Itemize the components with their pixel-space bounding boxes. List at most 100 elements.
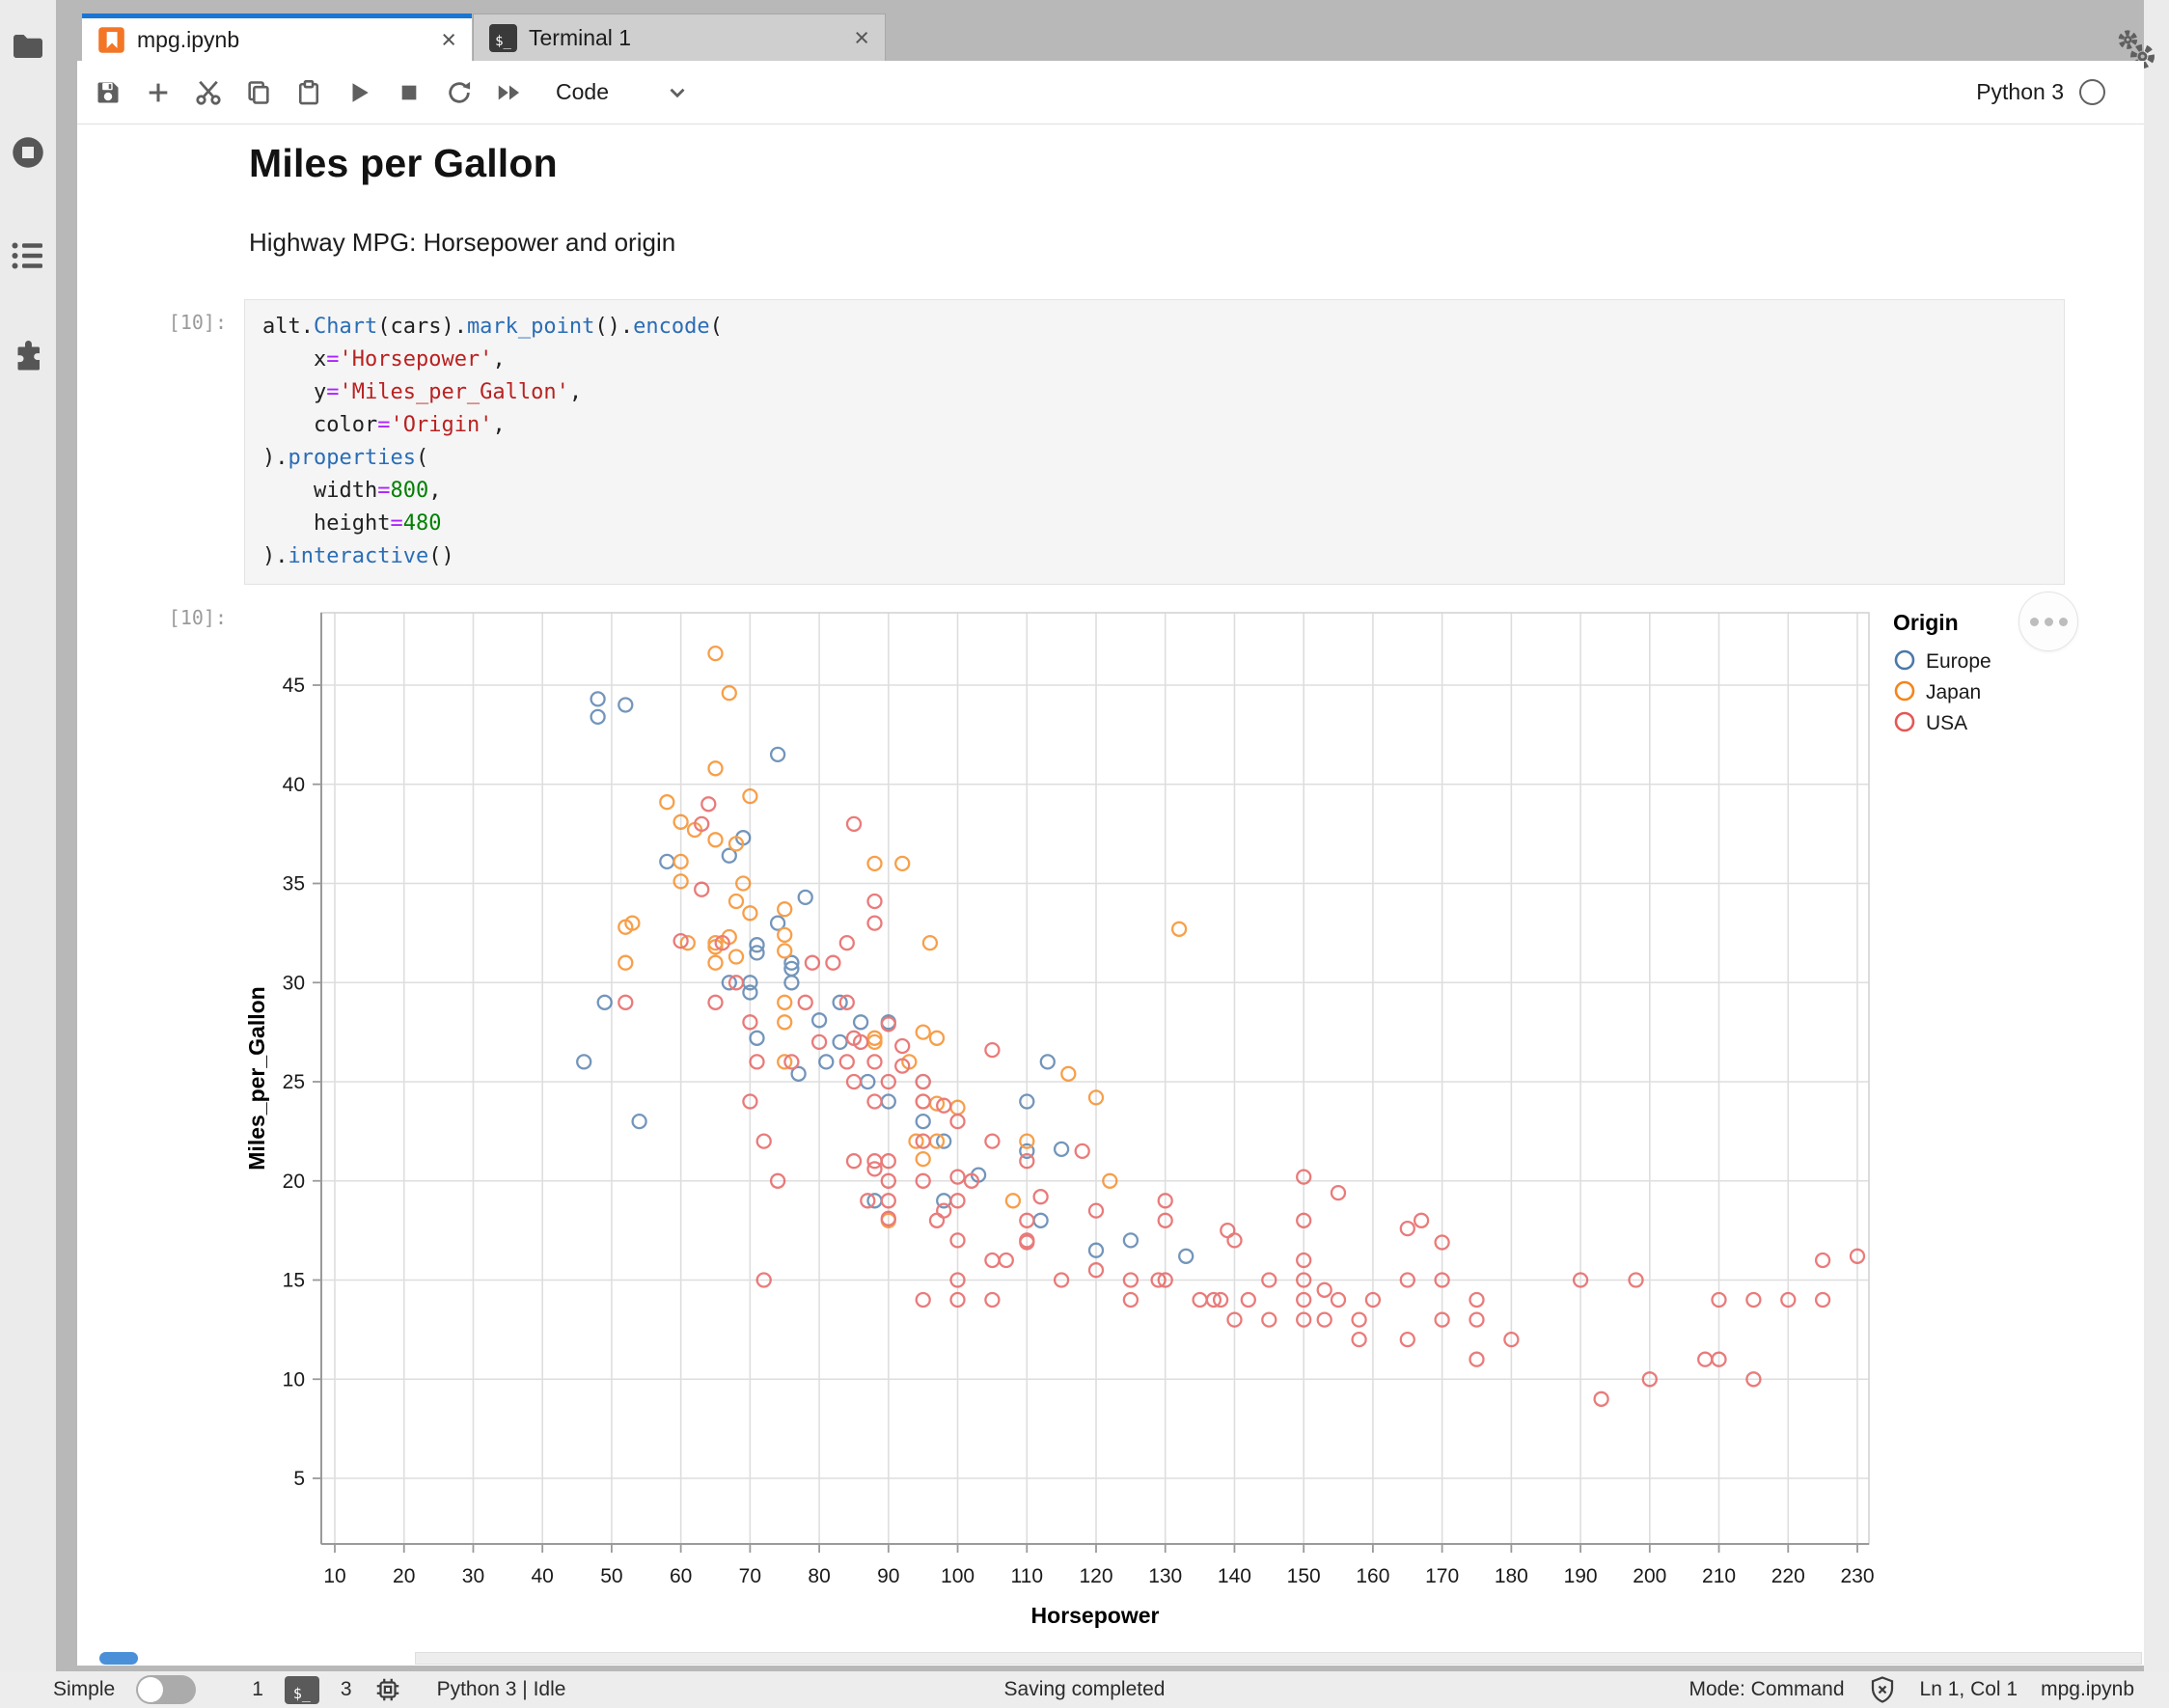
table-of-contents-icon[interactable] (11, 238, 45, 273)
svg-text:35: 35 (283, 873, 305, 895)
svg-text:30: 30 (462, 1565, 484, 1587)
scatter-plot[interactable]: 10 20 30 40 50 60 70 80 90 100 110 120 130 140 150 160 1… (241, 598, 2123, 1640)
copy-cells-button[interactable] (237, 71, 280, 114)
x-axis-title: Horsepower (1031, 1603, 1160, 1628)
chevron-down-icon (670, 88, 685, 97)
axes: 10 20 30 40 50 60 70 80 90 100 110 120 130 140 150 160 1… (283, 613, 1875, 1587)
svg-text:160: 160 (1356, 1565, 1389, 1587)
kernel-count: 3 (340, 1678, 352, 1700)
vega-actions-button[interactable] (2018, 592, 2078, 651)
svg-text:30: 30 (283, 972, 305, 994)
insert-cell-button[interactable] (137, 71, 179, 114)
legend-title: Origin (1893, 610, 1959, 635)
notebook-icon (97, 26, 125, 54)
input-prompt: [10]: (168, 311, 227, 334)
notebook-panel: Code Python 3 Miles per Gallon Highway M… (77, 61, 2144, 1666)
trust-shield-icon[interactable] (1868, 1675, 1897, 1704)
svg-text:130: 130 (1148, 1565, 1182, 1587)
tab-label: Terminal 1 (529, 24, 632, 50)
svg-text:40: 40 (532, 1565, 554, 1587)
horizontal-scrollbar[interactable] (415, 1652, 2142, 1665)
svg-text:180: 180 (1495, 1565, 1528, 1587)
interrupt-kernel-button[interactable] (388, 71, 430, 114)
svg-text:40: 40 (283, 774, 305, 796)
notebook-toolbar: Code Python 3 (77, 61, 2144, 124)
status-message: Saving completed (1003, 1678, 1166, 1700)
svg-text:45: 45 (283, 675, 305, 697)
svg-text:220: 220 (1771, 1565, 1805, 1587)
cut-cells-button[interactable] (187, 71, 230, 114)
cursor-position[interactable]: Ln 1, Col 1 (1919, 1678, 2018, 1700)
file-browser-icon[interactable] (11, 29, 45, 64)
kernel-status-icon[interactable] (2079, 79, 2105, 105)
right-sidebar-strip (2144, 0, 2169, 1671)
terminal-count: 1 (252, 1678, 263, 1700)
svg-text:140: 140 (1218, 1565, 1251, 1587)
ellipsis-icon (2029, 617, 2039, 626)
svg-text:10: 10 (283, 1368, 305, 1391)
svg-text:190: 190 (1564, 1565, 1598, 1587)
svg-text:120: 120 (1079, 1565, 1112, 1587)
simple-mode-label: Simple (53, 1678, 116, 1700)
svg-text:60: 60 (670, 1565, 692, 1587)
restart-kernel-button[interactable] (438, 71, 480, 114)
gridlines (321, 613, 1869, 1544)
output-prompt: [10]: (168, 606, 227, 629)
series-japan (618, 645, 1188, 1228)
status-bar: Saving completed Simple 1 $_ 3 Python 3 … (0, 1671, 2169, 1708)
tab-notebook[interactable]: mpg.ipynb × (82, 14, 472, 61)
filename: mpg.ipynb (2041, 1678, 2134, 1700)
y-axis-title: Miles_per_Gallon (244, 986, 269, 1170)
markdown-title: Miles per Gallon (249, 141, 558, 185)
restart-run-all-button[interactable] (488, 71, 531, 114)
mode-indicator[interactable]: Mode: Command (1689, 1678, 1845, 1700)
svg-text:5: 5 (293, 1468, 305, 1490)
svg-text:100: 100 (941, 1565, 975, 1587)
cell-type-dropdown[interactable]: Code (556, 79, 690, 105)
svg-text:90: 90 (877, 1565, 899, 1587)
left-activity-bar (0, 0, 56, 1671)
svg-text:20: 20 (393, 1565, 415, 1587)
legend-label: USA (1926, 712, 1967, 734)
close-icon[interactable]: × (854, 22, 869, 52)
svg-text:50: 50 (600, 1565, 622, 1587)
terminal-icon[interactable]: $_ (284, 1675, 319, 1704)
data-points (576, 645, 1866, 1407)
run-cell-button[interactable] (338, 71, 380, 114)
kernel-name[interactable]: Python 3 (1976, 79, 2064, 104)
cell-type-value: Code (556, 79, 609, 104)
svg-text:230: 230 (1840, 1565, 1874, 1587)
svg-text:10: 10 (323, 1565, 345, 1587)
terminal-icon: $_ (489, 23, 517, 52)
svg-text:110: 110 (1011, 1565, 1043, 1587)
code-editor[interactable]: alt.Chart(cars).mark_point().encode( x='… (262, 315, 723, 568)
svg-text:210: 210 (1702, 1565, 1736, 1587)
kernel-status-text[interactable]: Python 3 | Idle (436, 1678, 566, 1700)
code-cell[interactable]: alt.Chart(cars).mark_point().encode( x='… (244, 299, 2065, 585)
series-usa (618, 796, 1866, 1407)
paste-cells-button[interactable] (288, 71, 330, 114)
svg-text:70: 70 (739, 1565, 761, 1587)
series-europe (576, 691, 1194, 1264)
legend-symbol (1894, 680, 1915, 702)
simple-mode-toggle[interactable] (136, 1675, 197, 1704)
running-sessions-icon[interactable] (11, 135, 45, 170)
extension-manager-icon[interactable] (11, 340, 45, 374)
save-button[interactable] (87, 71, 129, 114)
cell-collapser[interactable] (99, 1652, 138, 1665)
legend-label: Japan (1926, 681, 1981, 703)
svg-text:200: 200 (1633, 1565, 1666, 1587)
svg-text:25: 25 (283, 1071, 305, 1093)
kernel-sessions-icon[interactable] (373, 1675, 402, 1704)
legend-symbol (1894, 711, 1915, 732)
legend-label: Europe (1926, 650, 1991, 673)
svg-text:20: 20 (283, 1171, 305, 1193)
svg-text:80: 80 (808, 1565, 830, 1587)
markdown-subtitle: Highway MPG: Horsepower and origin (249, 228, 676, 257)
svg-text:150: 150 (1287, 1565, 1321, 1587)
tab-terminal[interactable]: $_ Terminal 1 × (473, 14, 886, 61)
tab-label: mpg.ipynb (137, 26, 240, 52)
svg-text:170: 170 (1425, 1565, 1459, 1587)
close-icon[interactable]: × (441, 24, 456, 54)
